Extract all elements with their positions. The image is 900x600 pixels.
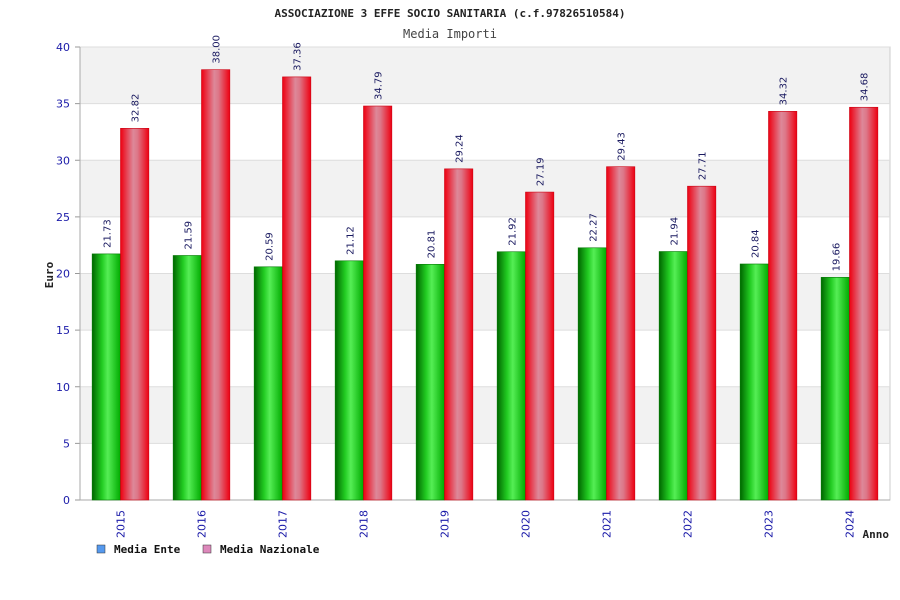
y-tick-label: 0	[63, 494, 70, 507]
data-label-media-nazionale-2016: 38.00	[212, 35, 223, 64]
bars: 21.73 32.82 21.59 38.00 20.59 37.36 21.12 34.79…	[91, 35, 879, 501]
bar-media-nazionale-2016	[201, 69, 231, 501]
data-label-media-ente-2023: 20.84	[750, 229, 761, 258]
y-tick-label: 15	[56, 324, 70, 337]
bar-media-nazionale-2018	[363, 105, 393, 501]
data-label-media-nazionale-2021: 29.43	[617, 132, 628, 161]
bar-media-ente-2020	[496, 251, 526, 501]
x-axis-label: Anno	[863, 528, 890, 541]
data-label-media-nazionale-2017: 37.36	[293, 42, 304, 71]
y-tick-label: 10	[56, 381, 70, 394]
y-tick-label: 35	[56, 98, 70, 111]
data-label-media-ente-2019: 20.81	[426, 230, 437, 259]
data-label-media-nazionale-2019: 29.24	[455, 134, 466, 163]
x-axis-ticks: 2015 2016 2017 2018 2019 2020 2021 2022 2023 2024	[115, 510, 857, 538]
y-axis-label: Euro	[43, 261, 56, 288]
bar-media-nazionale-2015	[120, 128, 150, 501]
x-tick-label-2015: 2015	[115, 510, 128, 538]
y-tick-label: 40	[56, 41, 70, 54]
y-tick-label: 5	[63, 437, 70, 450]
x-tick-label-2023: 2023	[763, 510, 776, 538]
bar-media-ente-2024	[820, 277, 850, 501]
data-label-media-ente-2020: 21.92	[507, 217, 518, 246]
data-label-media-ente-2015: 21.73	[102, 219, 113, 248]
bar-media-ente-2021	[577, 247, 607, 501]
legend: Media Ente Media Nazionale	[96, 543, 320, 556]
data-label-media-ente-2016: 21.59	[183, 221, 194, 250]
x-tick-label-2016: 2016	[196, 510, 209, 538]
data-label-media-ente-2021: 22.27	[588, 213, 599, 242]
y-tick-label: 30	[56, 154, 70, 167]
bar-media-ente-2018	[334, 260, 364, 501]
data-label-media-nazionale-2018: 34.79	[374, 71, 385, 100]
bar-media-ente-2022	[658, 251, 688, 501]
bar-media-ente-2019	[415, 264, 445, 501]
bar-media-nazionale-2023	[768, 111, 798, 501]
bar-media-nazionale-2017	[282, 76, 312, 501]
y-tick-label: 25	[56, 211, 70, 224]
data-label-media-nazionale-2020: 27.19	[536, 157, 547, 186]
data-label-media-ente-2018: 21.12	[345, 226, 356, 255]
bar-media-ente-2016	[172, 255, 202, 501]
bar-media-nazionale-2020	[525, 191, 555, 501]
bar-media-ente-2023	[739, 263, 769, 501]
bar-media-nazionale-2024	[849, 106, 879, 501]
legend-swatch-media-nazionale	[202, 544, 212, 554]
x-tick-label-2021: 2021	[601, 510, 614, 538]
bar-media-nazionale-2022	[687, 185, 717, 501]
x-tick-label-2019: 2019	[439, 510, 452, 538]
x-tick-label-2022: 2022	[682, 510, 695, 538]
legend-swatch-media-ente	[96, 544, 106, 554]
data-label-media-ente-2017: 20.59	[264, 232, 275, 261]
chart-title: ASSOCIAZIONE 3 EFFE SOCIO SANITARIA (c.f…	[275, 7, 626, 20]
bar-media-nazionale-2021	[606, 166, 636, 501]
x-tick-label-2017: 2017	[277, 510, 290, 538]
x-tick-label-2024: 2024	[844, 510, 857, 538]
data-label-media-ente-2024: 19.66	[831, 243, 842, 272]
x-tick-label-2020: 2020	[520, 510, 533, 538]
chart-subtitle: Media Importi	[403, 27, 497, 41]
bar-media-ente-2015	[91, 253, 121, 501]
data-label-media-ente-2022: 21.94	[669, 217, 680, 246]
data-label-media-nazionale-2022: 27.71	[698, 152, 709, 181]
bar-media-ente-2017	[253, 266, 283, 501]
y-tick-label: 20	[56, 268, 70, 281]
legend-label-media-nazionale: Media Nazionale	[220, 543, 320, 556]
data-label-media-nazionale-2024: 34.68	[860, 73, 871, 102]
x-tick-label-2018: 2018	[358, 510, 371, 538]
data-label-media-nazionale-2023: 34.32	[779, 77, 790, 106]
data-label-media-nazionale-2015: 32.82	[131, 94, 142, 123]
legend-label-media-ente: Media Ente	[114, 543, 181, 556]
bar-media-nazionale-2019	[444, 168, 474, 501]
